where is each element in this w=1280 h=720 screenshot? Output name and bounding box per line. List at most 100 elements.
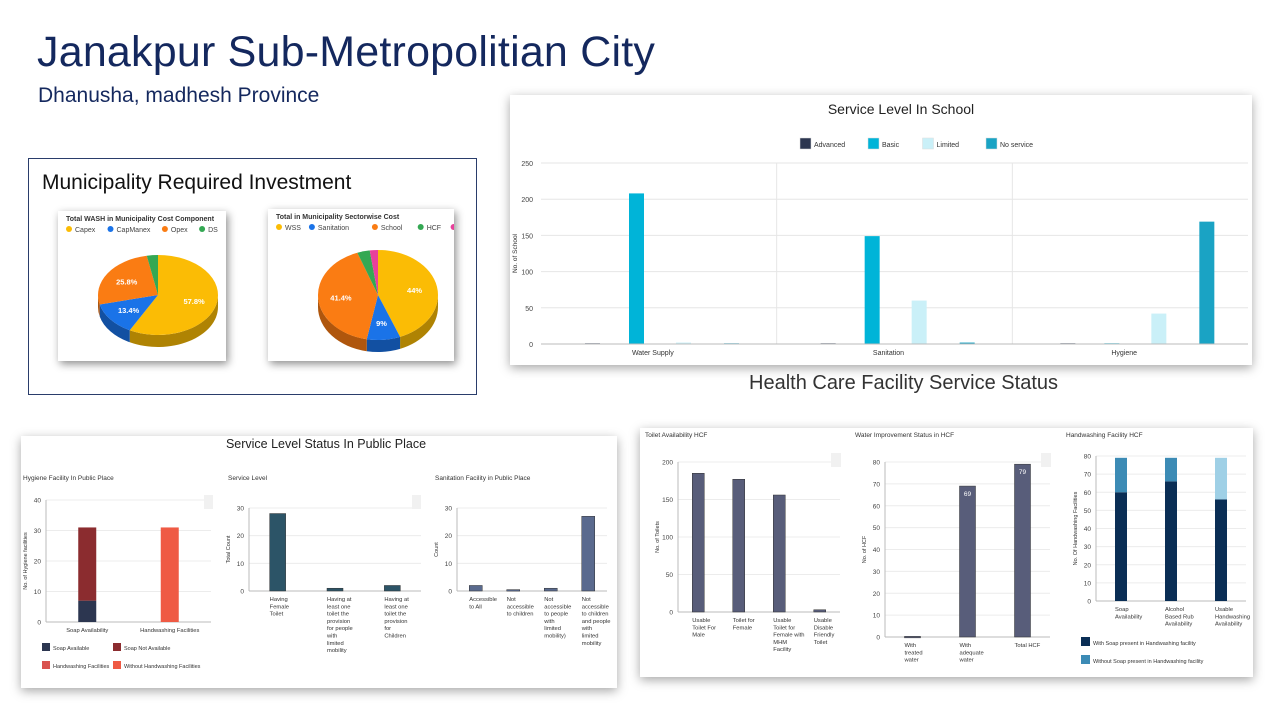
y-tick-label: 30 bbox=[1084, 544, 1092, 551]
y-tick-label: 60 bbox=[873, 503, 881, 510]
x-tick-label: Not accessible to children bbox=[507, 597, 534, 618]
y-tick-label: 30 bbox=[873, 569, 881, 576]
pie-slice-capmanex bbox=[99, 295, 158, 331]
legend-label-wss: WSS bbox=[285, 225, 301, 232]
y-tick-label: 250 bbox=[521, 161, 533, 168]
y-tick-label: 40 bbox=[873, 547, 881, 554]
x-tick-label: Not accessible to people with limited mobilit… bbox=[543, 597, 571, 640]
legend-label-limited: Limited bbox=[937, 142, 960, 149]
legend-label: Without Handwashing Facilities bbox=[124, 664, 201, 670]
y-tick-label: 20 bbox=[445, 533, 453, 540]
x-tick-label: Toilet for Female bbox=[733, 618, 755, 631]
y-tick-label: 10 bbox=[873, 613, 881, 620]
bar-limited bbox=[911, 300, 927, 344]
bar-without-handwashing-facilities bbox=[160, 527, 179, 622]
chart-title: Hygiene Facility In Public Place bbox=[23, 475, 114, 482]
bar-no-service bbox=[959, 342, 975, 344]
public-place-panel: Service Level Status In Public Place Hygi… bbox=[21, 436, 617, 688]
legend-swatch-basic bbox=[867, 137, 880, 150]
y-tick-label: 50 bbox=[873, 525, 881, 532]
y-axis-label: No. of Toilets bbox=[655, 521, 661, 553]
hcf-panel: Toilet Availability HCF 0 50 100 150 200 No. o… bbox=[640, 428, 1253, 677]
legend-swatch bbox=[113, 643, 121, 651]
pie-chart-cost-component: Total WASH in Municipality Cost Componen… bbox=[66, 216, 218, 347]
y-tick-label: 20 bbox=[1084, 562, 1092, 569]
legend-swatch-pp bbox=[450, 224, 457, 230]
bar-with-soap-present-in-handwashing-facility bbox=[1215, 499, 1227, 601]
bar bbox=[326, 587, 344, 592]
legend-swatch-capmanex bbox=[107, 226, 114, 232]
x-tick-label: Having at least one toilet the provision for… bbox=[326, 597, 353, 654]
legend-swatch-school bbox=[371, 224, 378, 230]
y-tick-label: 50 bbox=[525, 306, 533, 313]
pie-slice-sanitation bbox=[366, 295, 401, 340]
legend-swatch-ds bbox=[199, 226, 206, 232]
bar bbox=[269, 513, 286, 592]
bar bbox=[813, 609, 826, 613]
legend-swatch-hcf bbox=[417, 224, 424, 230]
chart-title: Service Level bbox=[228, 475, 268, 482]
legend-swatch bbox=[113, 661, 121, 669]
y-tick-label: 40 bbox=[34, 498, 42, 505]
pie-card-sectorwise: Total in Municipality Sectorwise Cost WSS… bbox=[268, 209, 469, 361]
chart-menu-icon bbox=[831, 453, 841, 467]
public-place-charts: Service Level Status In Public Place Hygi… bbox=[23, 437, 610, 670]
legend-label-ds: DS bbox=[208, 227, 218, 234]
pie-slice-capex bbox=[129, 255, 218, 335]
y-tick-label: 10 bbox=[445, 561, 453, 568]
chart-menu-icon bbox=[412, 495, 421, 509]
legend-swatch bbox=[1081, 637, 1090, 646]
y-tick-label: 40 bbox=[1084, 526, 1092, 533]
bar bbox=[469, 585, 483, 592]
legend-swatch-wss bbox=[276, 224, 282, 230]
bar-limited bbox=[1151, 313, 1167, 344]
y-tick-label: 10 bbox=[237, 561, 245, 568]
bar-without-soap-present-in-handwashing-facility bbox=[1165, 457, 1177, 482]
page-subtitle: Dhanusha, madhesh Province bbox=[38, 84, 320, 107]
y-tick-label: 20 bbox=[237, 533, 245, 540]
bar bbox=[773, 494, 786, 613]
legend-swatch bbox=[42, 661, 50, 669]
bar-limited bbox=[676, 342, 691, 344]
x-tick-label: Having Female Toilet bbox=[270, 597, 289, 618]
x-tick-label: Soap Availability bbox=[1115, 607, 1142, 620]
pie-slice-ds bbox=[146, 255, 158, 295]
chart-menu-icon bbox=[204, 495, 213, 509]
legend-label: Soap Available bbox=[53, 646, 89, 652]
y-tick-label: 70 bbox=[873, 481, 881, 488]
x-tick-label: With adequate water bbox=[959, 643, 984, 664]
x-tick-label: Handwashing Facilities bbox=[140, 628, 199, 634]
x-tick-label: Usable Toilet For Male bbox=[692, 618, 716, 639]
y-tick-label: 0 bbox=[37, 620, 41, 627]
y-tick-label: 150 bbox=[662, 497, 673, 504]
y-tick-label: 70 bbox=[1084, 472, 1092, 479]
legend-label: Soap Not Available bbox=[124, 646, 170, 652]
pie-side-opex bbox=[98, 295, 100, 317]
x-tick-label: Usable Handwashing Availability bbox=[1215, 607, 1250, 628]
pie-data-label: 41.4% bbox=[330, 293, 352, 302]
bar bbox=[581, 516, 595, 592]
y-tick-label: 20 bbox=[873, 591, 881, 598]
legend-label-basic: Basic bbox=[882, 142, 900, 149]
y-tick-label: 150 bbox=[521, 233, 533, 240]
chart-title: Service Level In School bbox=[828, 101, 974, 117]
legend-swatch-sanitation bbox=[308, 224, 315, 230]
chart-title: Handwashing Facility HCF bbox=[1066, 432, 1143, 439]
pie-chart-sectorwise: Total in Municipality Sectorwise Cost WSS… bbox=[276, 214, 469, 352]
y-tick-label: 30 bbox=[237, 506, 245, 513]
bar-no-service bbox=[1199, 221, 1215, 344]
y-tick-label: 50 bbox=[666, 572, 674, 579]
y-tick-label: 10 bbox=[34, 589, 42, 596]
bar bbox=[732, 479, 745, 613]
pie-data-label: 44% bbox=[407, 286, 422, 295]
x-tick-label: Usable Toilet for Female with MHM Facility bbox=[773, 618, 804, 653]
hcf-heading: Health Care Facility Service Status bbox=[749, 372, 1059, 394]
bar-basic bbox=[864, 236, 880, 344]
y-tick-label: 80 bbox=[1084, 454, 1092, 461]
legend-swatch-advanced bbox=[799, 137, 812, 150]
bar bbox=[1014, 463, 1031, 638]
x-tick-label: Soap Availability bbox=[66, 628, 108, 634]
y-axis-label: No. of School bbox=[512, 233, 519, 273]
y-axis-label: Count bbox=[434, 542, 440, 557]
